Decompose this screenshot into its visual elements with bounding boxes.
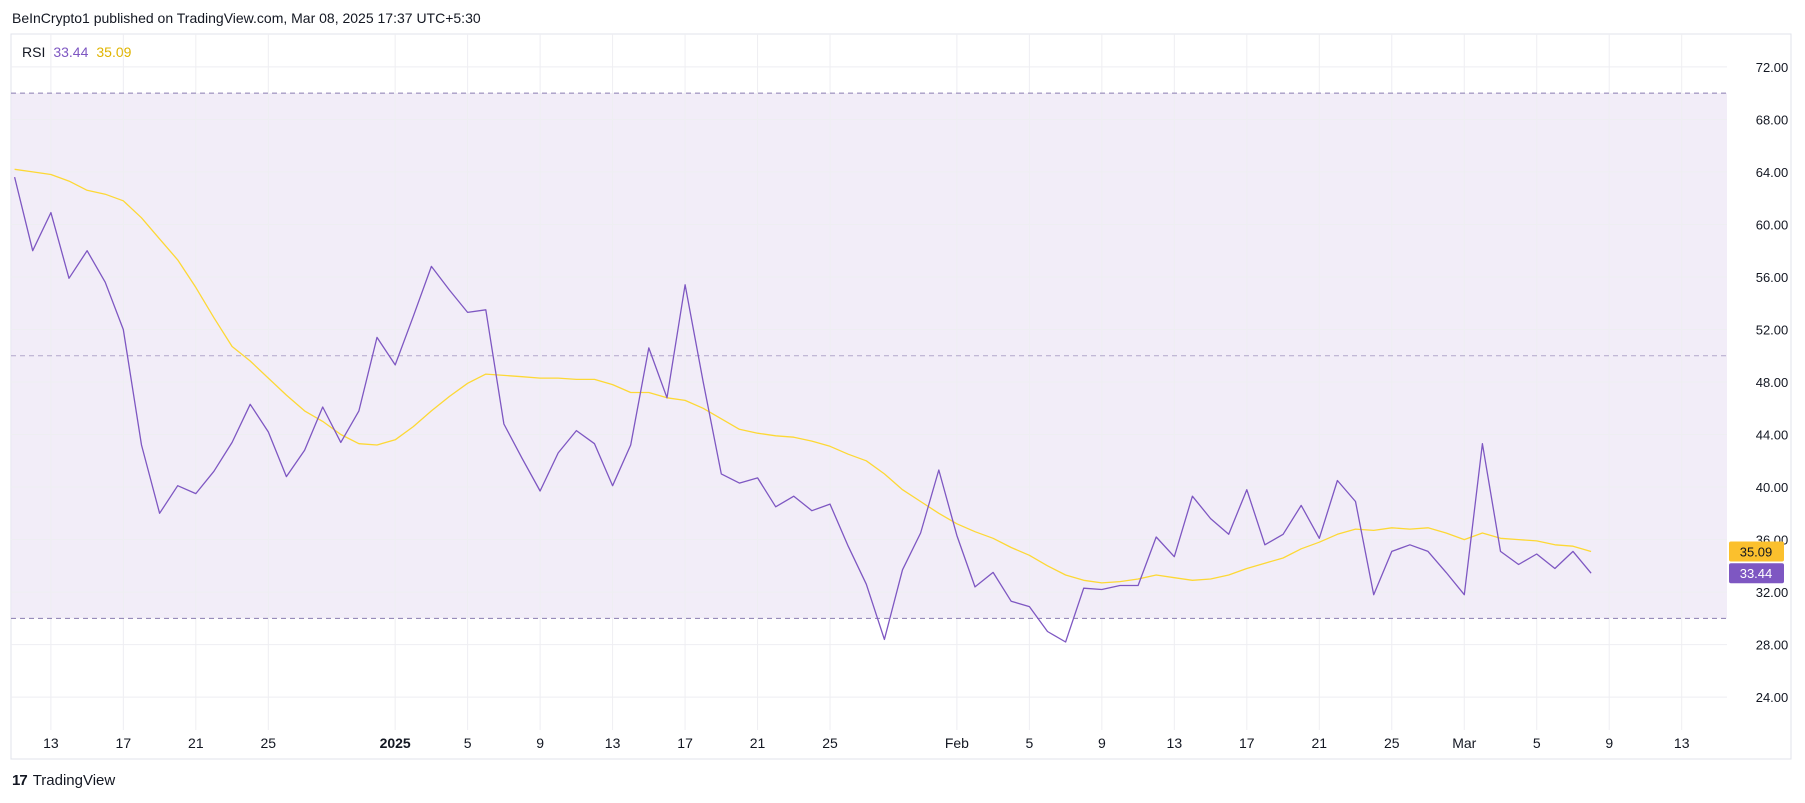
x-tick-label: 21	[750, 735, 766, 751]
y-tick-label: 40.00	[1756, 480, 1789, 495]
rsi-line[interactable]	[13, 176, 1592, 643]
y-tick-label: 68.00	[1756, 112, 1789, 127]
x-tick-label: 25	[1384, 735, 1400, 751]
x-tick-label: 5	[1025, 735, 1033, 751]
y-tick-label: 64.00	[1756, 165, 1789, 180]
x-tick-label: 21	[188, 735, 204, 751]
brand-footer[interactable]: 17 TradingView	[12, 772, 115, 789]
x-tick-label: 9	[536, 735, 544, 751]
y-tick-label: 72.00	[1756, 60, 1789, 75]
x-tick-label: 2025	[380, 735, 411, 751]
x-tick-label: 9	[1605, 735, 1613, 751]
ma-last-value-tag: 35.09	[1740, 545, 1773, 560]
x-tick-label: 13	[1674, 735, 1690, 751]
y-tick-label: 60.00	[1756, 217, 1789, 232]
ma-value: 35.09	[96, 44, 132, 60]
indicator-legend: RSI 33.44 35.09	[22, 44, 131, 60]
x-tick-label: 25	[822, 735, 838, 751]
x-tick-label: 5	[1533, 735, 1541, 751]
brand-name: TradingView	[32, 772, 116, 789]
x-tick-label: Feb	[945, 735, 969, 751]
rsi-last-value-tag: 33.44	[1740, 566, 1773, 581]
y-tick-label: 32.00	[1756, 585, 1789, 600]
x-tick-label: 13	[43, 735, 59, 751]
publish-attribution: BeInCrypto1 published on TradingView.com…	[12, 10, 481, 26]
ma-last-value-tag-bg	[1729, 541, 1784, 562]
x-tick-label: 13	[1167, 735, 1183, 751]
x-tick-label: Mar	[1452, 735, 1476, 751]
y-tick-label: 28.00	[1756, 638, 1789, 653]
x-tick-label: 13	[605, 735, 621, 751]
x-tick-label: 17	[1239, 735, 1255, 751]
y-tick-label: 48.00	[1756, 375, 1789, 390]
y-tick-label: 52.00	[1756, 322, 1789, 337]
x-tick-label: 17	[116, 735, 132, 751]
rsi-value: 33.44	[53, 44, 89, 60]
y-tick-label: 56.00	[1756, 270, 1789, 285]
rsi-ma-line[interactable]	[14, 168, 1592, 584]
x-tick-label: 5	[464, 735, 472, 751]
y-tick-label: 44.00	[1756, 428, 1789, 443]
indicator-name[interactable]: RSI	[22, 44, 46, 60]
rsi-last-value-tag-bg	[1729, 563, 1784, 584]
x-tick-label: 25	[261, 735, 277, 751]
x-tick-label: 17	[677, 735, 693, 751]
y-tick-label: 24.00	[1756, 690, 1789, 705]
x-tick-label: 9	[1098, 735, 1106, 751]
tradingview-logo-icon: 17	[12, 772, 28, 789]
x-tick-label: 21	[1312, 735, 1328, 751]
